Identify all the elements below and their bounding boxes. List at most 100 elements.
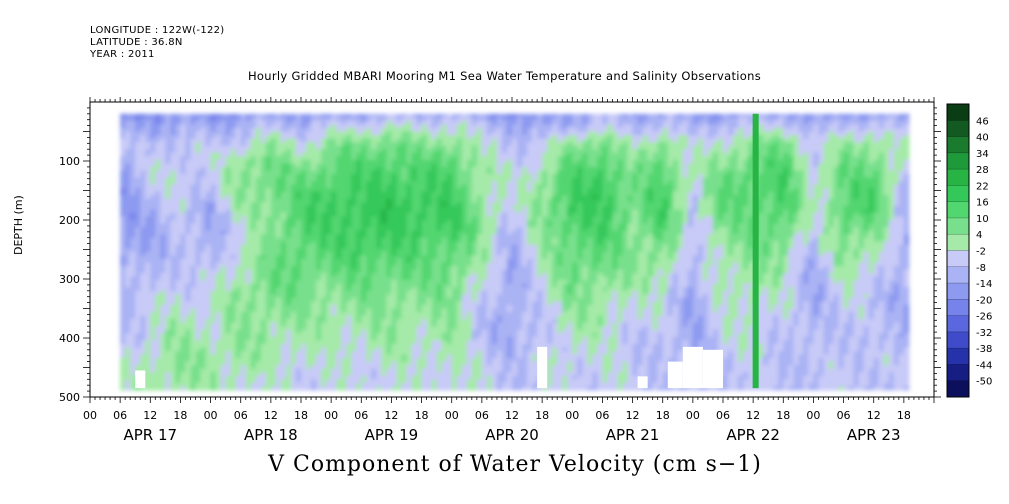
field-cell [215, 312, 222, 317]
field-cell [230, 117, 237, 122]
field-cell [240, 361, 247, 366]
field-cell [326, 244, 332, 249]
field-cell [240, 184, 247, 189]
field-cell [356, 152, 362, 157]
field-cell [361, 145, 367, 150]
field-cell [411, 177, 418, 182]
field-cell [346, 336, 352, 341]
field-cell [245, 340, 252, 345]
field-cell [205, 244, 212, 249]
field-cell [285, 266, 292, 271]
field-cell [265, 312, 272, 317]
field-cell [316, 340, 322, 345]
field-cell [125, 117, 131, 122]
field-cell [120, 382, 126, 387]
field-cell [160, 280, 166, 285]
field-cell [290, 329, 297, 334]
field-cell [270, 223, 277, 228]
field-cell [406, 354, 413, 359]
field-cell [255, 290, 262, 295]
field-cell [356, 244, 362, 249]
field-cell [301, 163, 307, 168]
field-cell [426, 329, 433, 334]
field-cell [416, 163, 423, 168]
field-cell [240, 368, 247, 373]
field-cell [341, 365, 347, 370]
field-cell [150, 149, 156, 154]
field-cell [285, 276, 292, 281]
field-cell [306, 340, 312, 345]
field-cell [376, 124, 382, 129]
field-cell [180, 329, 187, 334]
field-cell [275, 258, 282, 264]
field-cell [225, 375, 232, 380]
field-cell [301, 202, 307, 207]
field-cell [366, 333, 372, 338]
field-cell [426, 248, 433, 253]
field-cell [321, 312, 327, 317]
field-cell [290, 159, 297, 164]
field-cell [180, 156, 187, 161]
field-cell [265, 124, 272, 129]
field-cell [220, 372, 227, 377]
field-cell [341, 191, 347, 196]
field-cell [270, 241, 277, 246]
field-cell [200, 223, 207, 228]
field-cell [381, 273, 387, 278]
field-cell [290, 372, 297, 377]
field-cell [431, 142, 438, 147]
field-cell [341, 290, 347, 295]
field-cell [311, 312, 317, 317]
field-cell [386, 333, 393, 338]
field-cell [195, 241, 202, 246]
field-cell [306, 294, 312, 299]
field-cell [255, 262, 262, 267]
field-cell [326, 343, 332, 349]
field-cell [280, 223, 287, 228]
field-cell [120, 195, 126, 200]
field-cell [205, 347, 212, 352]
field-cell [160, 184, 166, 189]
field-cell [411, 361, 418, 366]
field-cell [185, 361, 192, 366]
field-cell [205, 152, 212, 157]
field-cell [150, 166, 156, 172]
field-cell [431, 220, 438, 225]
field-cell [401, 166, 408, 172]
field-cell [366, 329, 372, 334]
field-cell [376, 181, 382, 186]
field-cell [175, 184, 182, 189]
field-cell [235, 195, 242, 200]
field-cell [175, 350, 182, 356]
field-cell [155, 386, 161, 391]
field-cell [260, 142, 267, 147]
field-cell [130, 181, 136, 186]
field-cell [306, 375, 312, 380]
field-cell [180, 216, 187, 221]
field-cell [391, 166, 398, 172]
field-cell [346, 127, 352, 133]
field-cell [351, 372, 357, 377]
field-cell [436, 333, 443, 338]
field-cell [346, 234, 352, 239]
field-cell [180, 350, 187, 356]
field-cell [120, 333, 126, 338]
field-cell [396, 177, 403, 182]
field-cell [160, 124, 166, 129]
field-cell [170, 354, 176, 359]
field-cell [436, 113, 443, 118]
field-cell [336, 170, 342, 175]
field-cell [125, 269, 131, 274]
field-cell [200, 340, 207, 345]
field-cell [155, 258, 161, 264]
field-cell [396, 127, 403, 133]
field-cell [200, 202, 207, 207]
field-cell [135, 283, 141, 288]
field-cell [371, 368, 377, 373]
field-cell [401, 138, 408, 143]
field-cell [185, 276, 192, 281]
field-cell [135, 269, 141, 274]
field-cell [225, 198, 232, 203]
field-cell [235, 333, 242, 338]
field-cell [341, 188, 347, 193]
